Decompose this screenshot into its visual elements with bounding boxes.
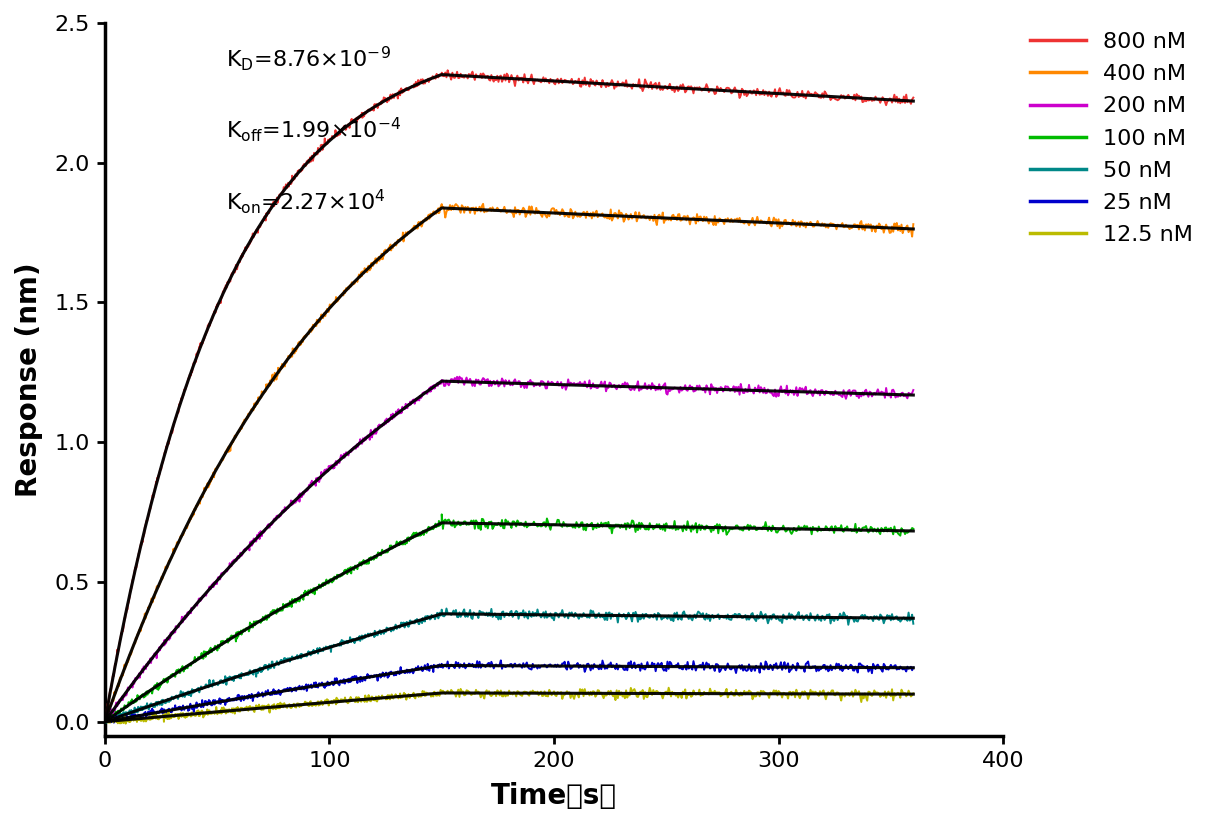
Legend: 800 nM, 400 nM, 200 nM, 100 nM, 50 nM, 25 nM, 12.5 nM: 800 nM, 400 nM, 200 nM, 100 nM, 50 nM, 2… — [1021, 23, 1202, 254]
Text: K$_\mathregular{D}$=8.76×10$^{-9}$: K$_\mathregular{D}$=8.76×10$^{-9}$ — [227, 45, 391, 73]
Text: K$_\mathregular{off}$=1.99×10$^{-4}$: K$_\mathregular{off}$=1.99×10$^{-4}$ — [227, 116, 402, 144]
Y-axis label: Response (nm): Response (nm) — [15, 262, 43, 497]
X-axis label: Time（s）: Time（s） — [491, 782, 618, 810]
Text: K$_\mathregular{on}$=2.27×10$^{4}$: K$_\mathregular{on}$=2.27×10$^{4}$ — [227, 187, 386, 215]
